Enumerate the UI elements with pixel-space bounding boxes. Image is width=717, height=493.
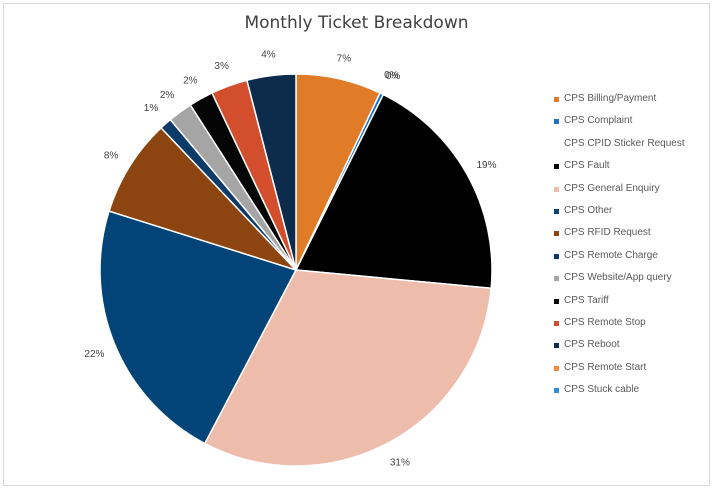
legend-swatch xyxy=(554,320,559,326)
pie-slice-cps-fault xyxy=(294,93,493,290)
data-label-cps-rfid-request: 8% xyxy=(104,150,119,161)
legend-label: CPS Billing/Payment xyxy=(564,93,657,104)
legend-label: CPS RFID Request xyxy=(564,227,651,239)
legend-item: CPS Remote Stop xyxy=(552,316,712,338)
legend-item: CPS Complaint xyxy=(552,114,712,136)
legend-label: CPS Tariff xyxy=(564,294,609,306)
legend-label: CPS Fault xyxy=(564,160,610,172)
legend-item: CPS Other xyxy=(552,204,712,226)
legend-swatch xyxy=(554,164,559,170)
data-label-cps-general-enquiry: 31% xyxy=(390,458,410,469)
legend-item: CPS Fault xyxy=(552,159,712,181)
legend-label: CPS CPID Sticker Request xyxy=(564,137,685,149)
legend-label: CPS Stuck cable xyxy=(564,384,640,396)
data-label-cps-remote-charge: 1% xyxy=(144,103,159,114)
legend: CPS Billing/Payment CPS Complaint CPS CPID… xyxy=(552,92,712,405)
legend-item: CPS Reboot xyxy=(552,338,712,360)
pie-slice-cps-rfid-request xyxy=(108,126,299,272)
legend-item: CPS RFID Request xyxy=(552,226,712,248)
legend-item: CPS Tariff xyxy=(552,294,712,316)
data-label-cps-reboot: 4% xyxy=(261,50,276,61)
legend-item: CPS General Enquiry xyxy=(552,182,712,204)
legend-label: CPS Reboot xyxy=(564,339,620,351)
legend-item: CPS Remote Start xyxy=(552,361,712,383)
legend-swatch xyxy=(554,388,559,394)
data-label-cps-complaint: 0% xyxy=(384,70,399,81)
legend-item: CPS Website/App query xyxy=(552,271,712,293)
legend-swatch xyxy=(554,365,559,371)
legend-swatch xyxy=(554,119,559,125)
legend-swatch xyxy=(554,276,559,282)
legend-label: CPS Complaint xyxy=(564,115,633,127)
legend-swatch xyxy=(554,343,559,349)
legend-swatch xyxy=(554,141,559,147)
pie-slice-cps-general-enquiry xyxy=(203,269,492,467)
legend-label: CPS Remote Start xyxy=(564,361,647,373)
data-label-cps-website-app-query: 2% xyxy=(160,90,175,101)
data-label-cps-remote-stop: 3% xyxy=(214,61,229,72)
legend-swatch xyxy=(554,186,559,192)
legend-swatch xyxy=(554,253,559,259)
data-label-cps-billing-payment: 7% xyxy=(337,53,352,64)
legend-label: CPS Remote Charge xyxy=(564,249,658,261)
legend-swatch xyxy=(554,208,559,214)
data-label-cps-fault: 19% xyxy=(476,160,496,171)
legend-item: CPS Stuck cable xyxy=(552,383,712,405)
legend-swatch xyxy=(554,298,559,304)
chart-title: Monthly Ticket Breakdown xyxy=(244,13,469,33)
legend-item: CPS Billing/Payment xyxy=(552,92,712,114)
data-label-cps-cpid-sticker-request: 0% xyxy=(386,71,401,82)
legend-label: CPS Website/App query xyxy=(564,272,672,284)
legend-swatch xyxy=(554,97,559,102)
legend-item: CPS Remote Charge xyxy=(552,249,712,271)
pie-slice-cps-reboot xyxy=(246,73,297,271)
legend-label: CPS Remote Stop xyxy=(564,316,646,328)
legend-label: CPS Other xyxy=(564,204,613,216)
data-label-cps-tariff: 2% xyxy=(183,75,198,86)
legend-swatch xyxy=(554,231,559,237)
pie-slice-cps-other xyxy=(99,210,298,445)
data-label-cps-other: 22% xyxy=(84,349,104,360)
legend-label: CPS General Enquiry xyxy=(564,182,660,194)
legend-item: CPS CPID Sticker Request xyxy=(552,137,712,159)
